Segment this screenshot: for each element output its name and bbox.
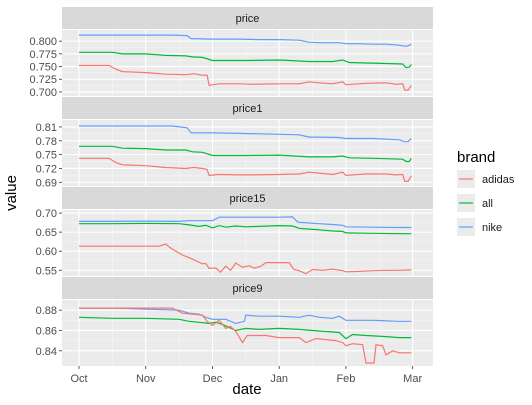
legend-label: nike <box>482 222 502 234</box>
y-tick-label: 0.800 <box>29 36 57 48</box>
y-tick-label: 0.55 <box>36 265 57 277</box>
y-tick-label: 0.78 <box>36 136 57 148</box>
legend-item-all: all <box>457 194 493 212</box>
y-tick-label: 0.72 <box>36 163 57 175</box>
facet-price15: price15 0.70 0.65 0.60 0.55 <box>36 187 433 277</box>
y-tick-label: 0.69 <box>36 177 57 189</box>
y-tick-label: 0.775 <box>29 49 57 61</box>
legend-title: brand <box>457 149 495 166</box>
y-tick-label: 0.750 <box>29 62 57 74</box>
facet-strip-label: price <box>236 13 260 25</box>
y-tick-label: 0.84 <box>36 346 57 358</box>
legend-item-adidas: adidas <box>457 170 515 188</box>
facet-price9: price9 0.88 0.86 0.84 Oct Nov Dec Jan Feb Mar <box>36 277 433 385</box>
y-tick-label: 0.700 <box>29 87 57 99</box>
legend-item-nike: nike <box>457 218 502 236</box>
x-axis-title: date <box>232 381 261 398</box>
x-tick-label: Dec <box>203 373 223 385</box>
y-tick-label: 0.725 <box>29 74 57 86</box>
facet-strip-label: price1 <box>233 103 263 115</box>
x-tick-label: Nov <box>136 373 156 385</box>
facet-price1: price1 0.81 0.78 0.750.72 0.69 <box>36 97 433 189</box>
legend-label: adidas <box>482 174 515 186</box>
y-tick-label: 0.86 <box>36 325 57 337</box>
y-tick-label: 0.75 <box>36 150 57 162</box>
y-axis-title: value <box>3 175 20 211</box>
facet-strip-label: price9 <box>233 283 263 295</box>
facet-strip-label: price15 <box>229 193 265 205</box>
y-tick-label: 0.70 <box>36 208 57 220</box>
y-tick-label: 0.88 <box>36 305 57 317</box>
x-tick-label: Feb <box>336 373 355 385</box>
legend-label: all <box>482 198 493 210</box>
y-tick-label: 0.60 <box>36 246 57 258</box>
y-tick-label: 0.65 <box>36 227 57 239</box>
legend: adidas all nike <box>457 170 515 236</box>
x-tick-label: Mar <box>403 373 422 385</box>
x-tick-label: Oct <box>70 373 87 385</box>
panel-background <box>62 120 433 186</box>
y-tick-label: 0.81 <box>36 122 57 134</box>
x-tick-label: Jan <box>270 373 288 385</box>
